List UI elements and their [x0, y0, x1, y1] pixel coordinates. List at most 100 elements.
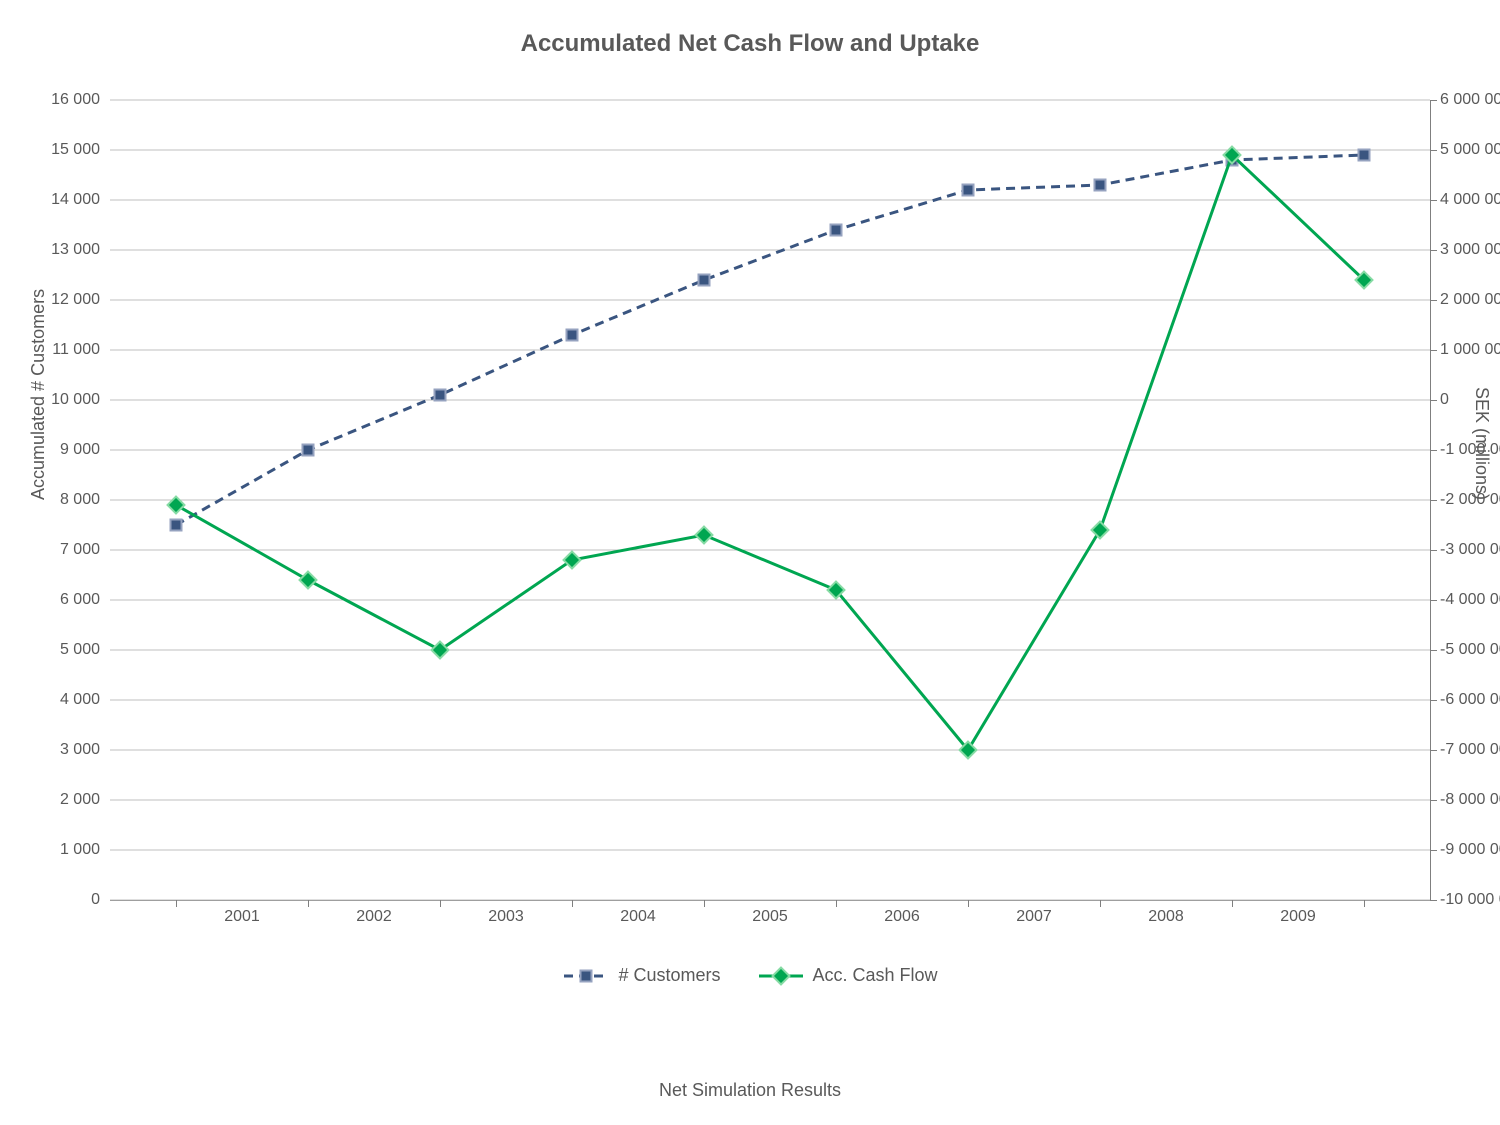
footer-text: Net Simulation Results [0, 1080, 1500, 1101]
x-tick [572, 900, 573, 907]
data-marker [772, 967, 789, 984]
x-tick-label: 2001 [224, 908, 260, 926]
data-marker [303, 445, 314, 456]
series-line [176, 155, 1364, 750]
y-right-tick-label: 4 000 000 [1440, 191, 1500, 209]
y-right-tick [1430, 650, 1437, 651]
legend-swatch [757, 966, 805, 986]
y-left-tick-label: 5 000 [60, 641, 100, 659]
x-tick [1232, 900, 1233, 907]
x-tick-label: 2006 [884, 908, 920, 926]
y-left-tick-label: 6 000 [60, 591, 100, 609]
y-right-tick-label: -3 000 000 [1440, 541, 1500, 559]
y-left-tick-label: 3 000 [60, 741, 100, 759]
y-left-tick-label: 2 000 [60, 791, 100, 809]
y-left-tick-label: 7 000 [60, 541, 100, 559]
y-right-tick-label: -6 000 000 [1440, 691, 1500, 709]
chart-title: Accumulated Net Cash Flow and Uptake [0, 30, 1500, 58]
y-right-tick [1430, 900, 1437, 901]
y-right-tick [1430, 350, 1437, 351]
y-left-tick-label: 14 000 [51, 191, 100, 209]
x-tick [836, 900, 837, 907]
data-marker [699, 275, 710, 286]
y-right-tick [1430, 600, 1437, 601]
data-marker [567, 330, 578, 341]
y-right-tick-label: -7 000 000 [1440, 741, 1500, 759]
x-tick [1364, 900, 1365, 907]
y-right-tick [1430, 850, 1437, 851]
data-marker [168, 497, 185, 514]
y-right-tick-label: -2 000 000 [1440, 491, 1500, 509]
y-right-tick [1430, 800, 1437, 801]
y-right-tick [1430, 750, 1437, 751]
y-right-tick [1430, 300, 1437, 301]
y-right-tick [1430, 150, 1437, 151]
data-marker [1092, 522, 1109, 539]
data-marker [696, 527, 713, 544]
y-left-tick-label: 9 000 [60, 441, 100, 459]
y-right-tick [1430, 200, 1437, 201]
y-right-tick [1430, 500, 1437, 501]
legend-label: Acc. Cash Flow [813, 965, 938, 986]
y-left-tick-label: 15 000 [51, 141, 100, 159]
y-left-tick-label: 8 000 [60, 491, 100, 509]
x-tick [1100, 900, 1101, 907]
y-right-tick-label: -1 000 000 [1440, 441, 1500, 459]
x-tick [968, 900, 969, 907]
x-tick-label: 2005 [752, 908, 788, 926]
plot-svg [110, 100, 1430, 900]
x-tick [308, 900, 309, 907]
data-marker [171, 520, 182, 531]
y-left-tick-label: 4 000 [60, 691, 100, 709]
y-left-tick-label: 11 000 [52, 341, 100, 359]
plot-area: 01 0002 0003 0004 0005 0006 0007 0008 00… [110, 100, 1431, 901]
y-left-tick-label: 12 000 [51, 291, 100, 309]
y-right-tick [1430, 100, 1437, 101]
y-right-tick-label: 1 000 000 [1440, 341, 1500, 359]
y-right-tick-label: -10 000 000 [1440, 891, 1500, 909]
data-marker [963, 185, 974, 196]
y-right-tick-label: -9 000 000 [1440, 841, 1500, 859]
x-tick [176, 900, 177, 907]
data-marker [435, 390, 446, 401]
x-tick-label: 2009 [1280, 908, 1316, 926]
chart-container: Accumulated Net Cash Flow and Uptake Acc… [0, 0, 1500, 1125]
series-line [176, 155, 1364, 525]
x-tick-label: 2007 [1016, 908, 1052, 926]
y-right-tick-label: -8 000 000 [1440, 791, 1500, 809]
x-tick-label: 2008 [1148, 908, 1184, 926]
chart-legend: # Customers Acc. Cash Flow [0, 965, 1500, 991]
y-left-tick-label: 0 [91, 891, 100, 909]
x-tick [440, 900, 441, 907]
y-right-tick-label: 6 000 000 [1440, 91, 1500, 109]
data-marker [432, 642, 449, 659]
legend-label: # Customers [618, 965, 720, 986]
data-marker [1095, 180, 1106, 191]
y-right-tick [1430, 450, 1437, 451]
x-tick [704, 900, 705, 907]
y-right-tick-label: 5 000 000 [1440, 141, 1500, 159]
data-marker [564, 552, 581, 569]
y-right-tick-label: 3 000 000 [1440, 241, 1500, 259]
data-marker [1359, 150, 1370, 161]
x-tick-label: 2003 [488, 908, 524, 926]
y-right-tick-label: -5 000 000 [1440, 641, 1500, 659]
y-right-tick [1430, 550, 1437, 551]
y-right-tick [1430, 400, 1437, 401]
y-right-tick-label: 2 000 000 [1440, 291, 1500, 309]
legend-item: # Customers [562, 965, 720, 986]
y-left-tick-label: 10 000 [51, 391, 100, 409]
y-left-tick-label: 1 000 [60, 841, 100, 859]
y-axis-label-left: Accumulated # Customers [28, 289, 49, 500]
data-marker [300, 572, 317, 589]
x-tick-label: 2004 [620, 908, 656, 926]
legend-swatch [562, 966, 610, 986]
legend-item: Acc. Cash Flow [757, 965, 938, 986]
y-right-tick-label: -4 000 000 [1440, 591, 1500, 609]
y-right-tick [1430, 250, 1437, 251]
data-marker [831, 225, 842, 236]
y-left-tick-label: 13 000 [51, 241, 100, 259]
data-marker [581, 970, 592, 981]
y-right-tick-label: 0 [1440, 391, 1449, 409]
x-tick-label: 2002 [356, 908, 392, 926]
